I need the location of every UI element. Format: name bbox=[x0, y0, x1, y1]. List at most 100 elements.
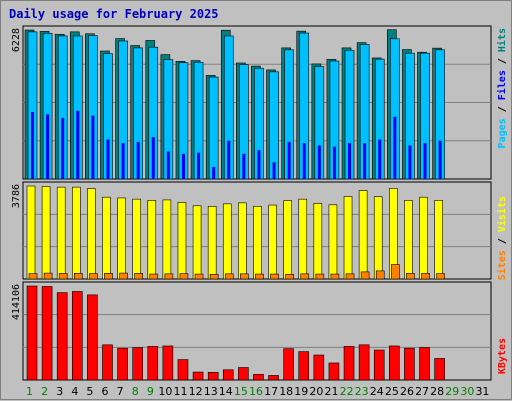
sites-bar bbox=[179, 273, 189, 280]
mid-max-label: 3786 bbox=[11, 184, 22, 208]
day-label: 28 bbox=[430, 385, 444, 398]
chart-title: Daily usage for February 2025 bbox=[9, 7, 219, 21]
visits-bar bbox=[253, 205, 262, 280]
visits-bar bbox=[419, 196, 428, 280]
sites-bar bbox=[224, 273, 234, 280]
visits-bar bbox=[373, 196, 383, 280]
pages-bar bbox=[106, 139, 110, 179]
top-max-label: 6228 bbox=[11, 28, 22, 52]
sites-bar bbox=[406, 273, 415, 280]
day-label: 15 bbox=[234, 385, 248, 398]
kbytes-bar bbox=[343, 346, 355, 381]
day-label: 22 bbox=[340, 385, 354, 398]
sites-bar bbox=[315, 273, 325, 280]
bottom-max-label: 414106 bbox=[11, 284, 22, 320]
day-label: 20 bbox=[309, 385, 323, 398]
pages-bar bbox=[61, 117, 65, 179]
visits-bar bbox=[207, 205, 217, 280]
sites-bar bbox=[255, 273, 264, 280]
day-label: 8 bbox=[132, 385, 139, 398]
pages-bar bbox=[121, 143, 125, 179]
sites-bar bbox=[360, 271, 370, 280]
pages-bar bbox=[393, 116, 397, 179]
kbytes-bar bbox=[162, 345, 174, 381]
sites-bar bbox=[164, 273, 174, 280]
day-label: 21 bbox=[324, 385, 338, 398]
kbytes-bar bbox=[177, 359, 189, 381]
kbytes-bar bbox=[192, 371, 204, 381]
kbytes-bar bbox=[71, 291, 83, 381]
day-label: 4 bbox=[71, 385, 78, 398]
top-legend: Pages / Files / Hits bbox=[496, 28, 508, 148]
day-label: 3 bbox=[56, 385, 63, 398]
sites-bar bbox=[436, 273, 445, 280]
visits-bar bbox=[162, 199, 172, 280]
day-label: 7 bbox=[117, 385, 124, 398]
day-label: 16 bbox=[249, 385, 263, 398]
visits-bar bbox=[117, 197, 126, 280]
kbytes-bar bbox=[298, 351, 310, 381]
kbytes-bar bbox=[358, 344, 370, 381]
sites-bar bbox=[345, 273, 355, 280]
sites-bar bbox=[43, 272, 53, 280]
pages-bar bbox=[378, 139, 382, 179]
pages-bar bbox=[363, 143, 367, 179]
pages-bar bbox=[227, 140, 231, 179]
day-label: 23 bbox=[355, 385, 369, 398]
pages-bar bbox=[151, 137, 155, 179]
kbytes-bar bbox=[56, 292, 68, 381]
sites-bar bbox=[119, 272, 128, 280]
visits-bar bbox=[147, 200, 157, 280]
visits-bar bbox=[222, 203, 232, 280]
pages-bar bbox=[287, 141, 291, 179]
visits-bar bbox=[41, 186, 51, 280]
kbytes-bar bbox=[253, 374, 264, 381]
day-label: 13 bbox=[204, 385, 218, 398]
day-label: 29 bbox=[445, 385, 459, 398]
visits-bar bbox=[102, 196, 111, 280]
sites-bar bbox=[104, 273, 113, 280]
sites-bar bbox=[285, 274, 294, 280]
day-label: 11 bbox=[174, 385, 188, 398]
visits-bar bbox=[404, 200, 413, 280]
kbytes-bar bbox=[87, 294, 98, 381]
pages-bar bbox=[46, 114, 50, 179]
pages-bar bbox=[302, 143, 306, 179]
day-label: 24 bbox=[370, 385, 384, 398]
sites-bar bbox=[134, 273, 143, 280]
kbytes-bar bbox=[389, 345, 400, 381]
kbytes-bar bbox=[41, 286, 53, 381]
sites-bar bbox=[89, 273, 98, 280]
sites-bar bbox=[194, 273, 204, 280]
visits-bar bbox=[328, 204, 338, 280]
visits-bar bbox=[26, 185, 36, 280]
day-label: 26 bbox=[400, 385, 414, 398]
sites-bar bbox=[149, 273, 159, 280]
sites-bar bbox=[270, 273, 279, 280]
visits-bar bbox=[434, 200, 443, 280]
kbytes-bar bbox=[26, 285, 38, 381]
pages-bar bbox=[91, 115, 95, 179]
kbytes-bar bbox=[373, 349, 385, 381]
pages-bar bbox=[423, 143, 427, 179]
visits-bar bbox=[358, 190, 368, 280]
sites-bar bbox=[28, 273, 38, 280]
pages-bar bbox=[242, 153, 246, 179]
sites-bar bbox=[375, 270, 385, 280]
day-label: 27 bbox=[415, 385, 429, 398]
sites-bar bbox=[300, 273, 310, 280]
day-label: 31 bbox=[475, 385, 489, 398]
visits-bar bbox=[238, 202, 247, 280]
day-label: 9 bbox=[147, 385, 154, 398]
pages-bar bbox=[272, 162, 276, 179]
pages-bar bbox=[212, 167, 216, 179]
kbytes-bar bbox=[117, 347, 128, 381]
kbytes-bar bbox=[419, 347, 430, 381]
visits-bar bbox=[298, 198, 308, 280]
visits-bar bbox=[56, 186, 66, 280]
kbytes-bar bbox=[404, 347, 415, 381]
day-label: 12 bbox=[189, 385, 203, 398]
pages-bar bbox=[136, 141, 140, 179]
middle-legend: Sites / Visits bbox=[496, 196, 508, 280]
